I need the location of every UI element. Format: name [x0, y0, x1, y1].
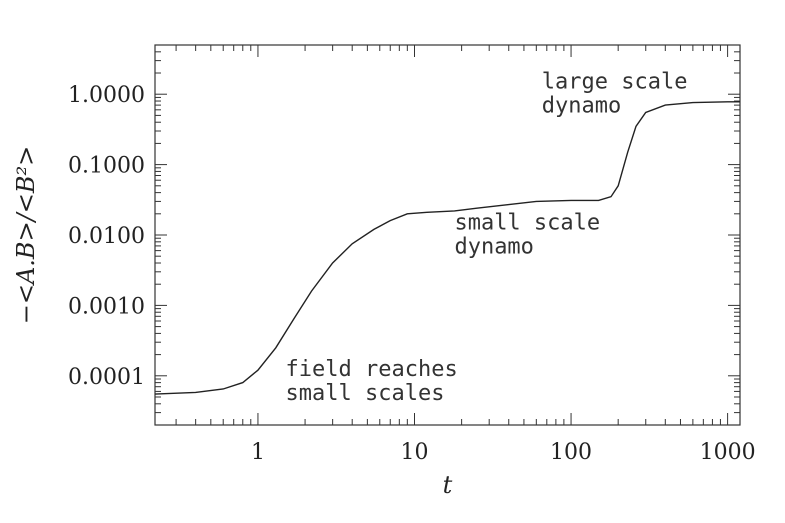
y-axis-title: −<A.B>/<B²> — [12, 146, 40, 325]
annotation-line: small scale — [454, 210, 600, 235]
annotation-line: field reaches — [286, 357, 458, 382]
y-tick-label: 0.0001 — [68, 365, 145, 390]
y-tick-label: 0.0010 — [68, 294, 145, 319]
annotation-text: large scale dynamo — [542, 70, 688, 119]
y-tick-label: 0.0100 — [68, 224, 145, 249]
x-tick-label: 1 — [251, 440, 265, 465]
annotation-text: field reaches small scales — [286, 357, 458, 406]
axis-tick-labels: 1 10 100 1000 0.0001 0.0010 0.0100 0.1000 1.0000 — [68, 83, 756, 465]
x-tick-label: 10 — [400, 440, 428, 465]
x-tick-label: 1000 — [700, 440, 756, 465]
y-tick-label: 0.1000 — [68, 154, 145, 179]
x-axis-title: t — [443, 471, 453, 499]
y-tick-label: 1.0000 — [68, 83, 145, 108]
annotation-line: large scale — [542, 70, 688, 95]
annotation-line: dynamo — [454, 234, 533, 259]
axis-ticks — [155, 44, 740, 426]
annotation-text: small scale dynamo — [454, 210, 600, 259]
x-tick-label: 100 — [550, 440, 592, 465]
annotation-line: dynamo — [542, 94, 621, 119]
series-line — [154, 101, 740, 395]
annotation-line: small scales — [286, 381, 445, 406]
